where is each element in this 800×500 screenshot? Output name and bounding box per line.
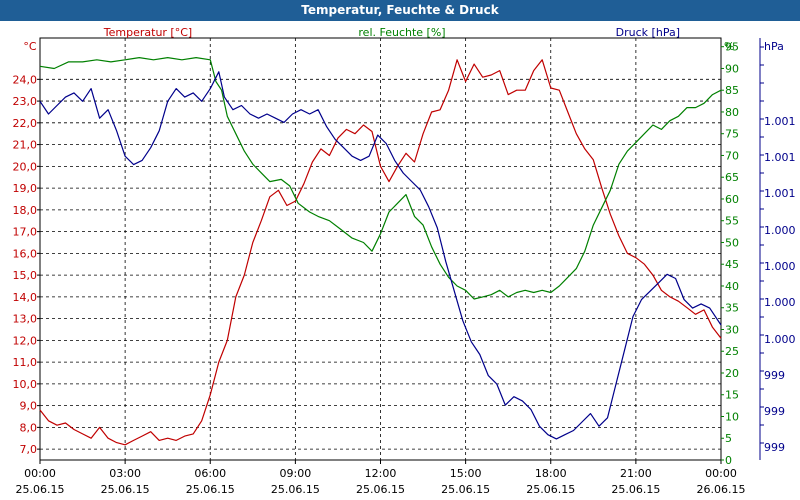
humidity-unit-label: % — [724, 40, 734, 53]
x-tick-time-label: 21:00 — [620, 467, 652, 480]
x-tick-date-label: 25.06.15 — [356, 483, 405, 496]
temperature-tick-label: 19,0 — [13, 182, 38, 195]
humidity-tick-label: 85 — [725, 84, 739, 97]
series-line-humidity — [39, 56, 722, 300]
humidity-tick-label: 75 — [725, 128, 739, 141]
temperature-tick-label: 12,0 — [13, 334, 38, 347]
x-tick-time-label: 00:00 — [705, 467, 737, 480]
temperature-unit-label: °C — [23, 40, 37, 53]
humidity-tick-label: 0 — [725, 454, 732, 467]
series-line-pressure — [39, 71, 722, 440]
x-tick-date-label: 25.06.15 — [611, 483, 660, 496]
humidity-tick-label: 15 — [725, 389, 739, 402]
temperature-tick-label: 11,0 — [13, 356, 38, 369]
temperature-tick-label: 20,0 — [13, 160, 38, 173]
temperature-tick-label: 21,0 — [13, 139, 38, 152]
pressure-tick-label: 1.001 — [764, 187, 796, 200]
temperature-tick-label: 24,0 — [13, 73, 38, 86]
humidity-axis-title: rel. Feuchte [%] — [358, 26, 445, 39]
chart-title: Temperatur, Feuchte & Druck — [0, 0, 800, 21]
temperature-tick-label: 8,0 — [20, 421, 38, 434]
humidity-tick-label: 35 — [725, 302, 739, 315]
temperature-tick-label: 16,0 — [13, 247, 38, 260]
temperature-tick-label: 14,0 — [13, 291, 38, 304]
x-tick-date-label: 25.06.15 — [526, 483, 575, 496]
x-tick-time-label: 12:00 — [365, 467, 397, 480]
humidity-tick-label: 55 — [725, 215, 739, 228]
temperature-tick-label: 10,0 — [13, 378, 38, 391]
humidity-tick-label: 30 — [725, 323, 739, 336]
temperature-tick-label: 15,0 — [13, 269, 38, 282]
series-line-temperature — [39, 59, 722, 446]
pressure-tick-label: 999 — [764, 405, 785, 418]
pressure-tick-label: 1.001 — [764, 151, 796, 164]
temperature-tick-label: 22,0 — [13, 117, 38, 130]
temperature-tick-label: 9,0 — [20, 400, 38, 413]
x-tick-time-label: 06:00 — [194, 467, 226, 480]
temperature-tick-label: 17,0 — [13, 226, 38, 239]
humidity-tick-label: 70 — [725, 149, 739, 162]
grid-lines — [37, 38, 764, 464]
x-tick-time-label: 03:00 — [109, 467, 141, 480]
humidity-tick-label: 10 — [725, 410, 739, 423]
pressure-tick-label: 1.000 — [764, 260, 796, 273]
chart-plot: 7,0 8,0 9,0 10,0 11,0 12,0 13,0 14,0 15,0 16,0 17,… — [13, 26, 796, 496]
humidity-tick-label: 95 — [725, 41, 739, 54]
series-lines — [39, 56, 722, 446]
humidity-tick-label: 20 — [725, 367, 739, 380]
humidity-tick-label: 90 — [725, 62, 739, 75]
pressure-unit-label: hPa — [764, 40, 784, 53]
x-tick-time-label: 09:00 — [280, 467, 312, 480]
pressure-tick-label: 1.001 — [764, 115, 796, 128]
x-tick-date-label: 26.06.15 — [697, 483, 746, 496]
pressure-tick-label: 1.000 — [764, 224, 796, 237]
temperature-tick-label: 7,0 — [20, 443, 38, 456]
x-tick-date-label: 25.06.15 — [101, 483, 150, 496]
temperature-tick-label: 13,0 — [13, 313, 38, 326]
pressure-tick-label: 1.000 — [764, 333, 796, 346]
humidity-tick-label: 25 — [725, 345, 739, 358]
humidity-tick-label: 50 — [725, 236, 739, 249]
temperature-axis-title: Temperatur [°C] — [103, 26, 192, 39]
humidity-tick-label: 60 — [725, 193, 739, 206]
x-tick-date-label: 25.06.15 — [16, 483, 65, 496]
humidity-tick-label: 80 — [725, 106, 739, 119]
pressure-tick-label: 999 — [764, 369, 785, 382]
axis-labels: 7,0 8,0 9,0 10,0 11,0 12,0 13,0 14,0 15,0 16,0 17,… — [13, 26, 796, 496]
pressure-tick-label: 1.000 — [764, 296, 796, 309]
humidity-tick-label: 40 — [725, 280, 739, 293]
pressure-axis-title: Druck [hPa] — [616, 26, 680, 39]
pressure-tick-label: 999 — [764, 441, 785, 454]
x-tick-date-label: 25.06.15 — [186, 483, 235, 496]
temperature-tick-label: 18,0 — [13, 204, 38, 217]
x-tick-time-label: 00:00 — [24, 467, 56, 480]
x-tick-date-label: 25.06.15 — [441, 483, 490, 496]
humidity-tick-label: 65 — [725, 171, 739, 184]
x-tick-time-label: 18:00 — [535, 467, 567, 480]
humidity-tick-label: 5 — [725, 432, 732, 445]
x-tick-time-label: 15:00 — [450, 467, 482, 480]
temperature-tick-label: 23,0 — [13, 95, 38, 108]
x-tick-date-label: 25.06.15 — [271, 483, 320, 496]
humidity-tick-label: 45 — [725, 258, 739, 271]
